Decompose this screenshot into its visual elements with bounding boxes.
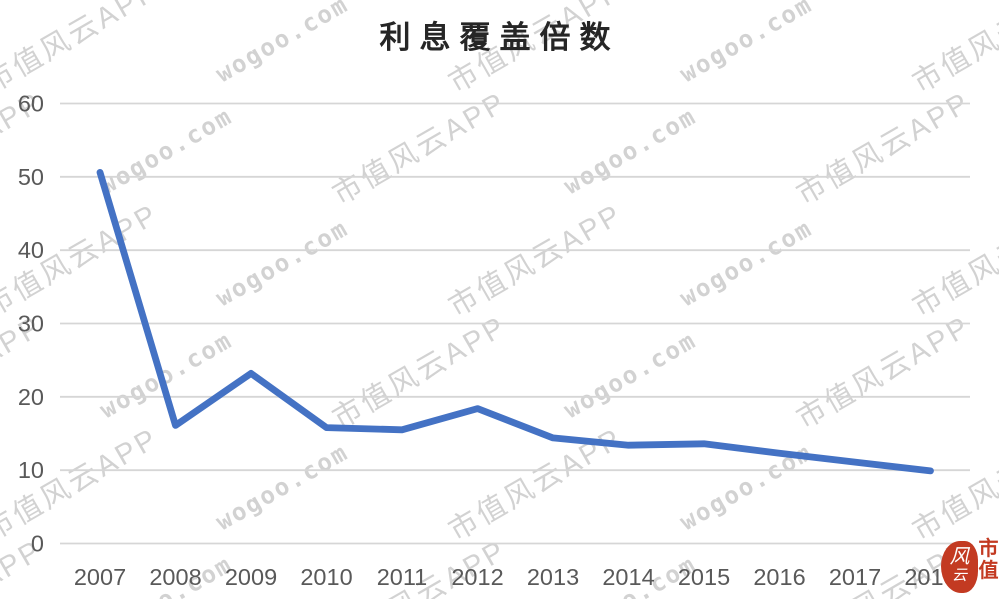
chart-title: 利息覆盖倍数 — [379, 20, 620, 56]
data-line-series — [96, 168, 934, 475]
x-axis-tick-label-2009: 2009 — [225, 564, 277, 590]
seal-fengyun-mark: 风 云 — [941, 541, 978, 593]
seal-shizhi-label: 市 值 — [978, 537, 999, 581]
x-axis-tick-label-2007: 2007 — [74, 564, 126, 590]
x-axis-tick-label-2017: 2017 — [829, 564, 881, 590]
seal-script-top: 风 — [949, 544, 970, 568]
y-axis-tick-label: 0 — [31, 531, 44, 557]
y-axis-tick-label: 50 — [18, 164, 44, 190]
y-axis-tick-label: 10 — [18, 457, 44, 483]
seal-label-top: 市 — [978, 536, 999, 560]
y-axis-tick-label: 40 — [18, 237, 44, 263]
x-axis-tick-label-2010: 2010 — [300, 564, 352, 590]
x-axis-tick-label-2014: 2014 — [602, 564, 654, 590]
y-axis-tick-label: 30 — [18, 311, 44, 337]
seal-label-bottom: 值 — [978, 558, 999, 582]
x-axis-tick-label-2008: 2008 — [149, 564, 201, 590]
y-axis-tick-label: 20 — [18, 384, 44, 410]
x-axis-tick-label-2015: 2015 — [678, 564, 730, 590]
y-axis-tick-label: 60 — [18, 91, 44, 117]
x-axis-tick-label-2013: 2013 — [527, 564, 579, 590]
seal-script-bottom: 云 — [951, 566, 967, 584]
x-axis-tick-label-2012: 2012 — [451, 564, 503, 590]
brand-seal: 风 云 市 值 — [941, 527, 999, 599]
x-axis-tick-label-2011: 2011 — [377, 564, 428, 590]
x-axis-tick-label-2016: 2016 — [753, 564, 805, 590]
